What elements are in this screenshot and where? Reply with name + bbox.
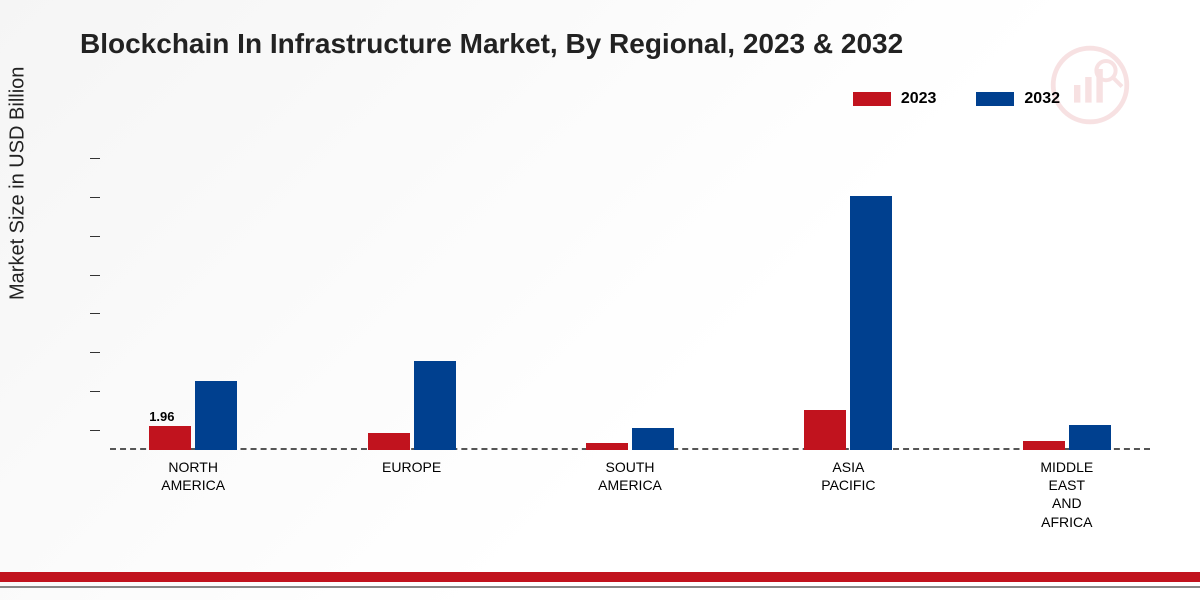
y-tick	[90, 197, 100, 198]
x-axis-labels: NORTH AMERICA EUROPE SOUTH AMERICA ASIA PAC…	[110, 458, 1150, 538]
y-axis-label: Market Size in USD Billion	[7, 67, 30, 300]
footer-bar	[0, 572, 1200, 582]
bar-group	[1023, 425, 1111, 450]
y-tick	[90, 275, 100, 276]
footer-divider	[0, 586, 1200, 588]
x-axis-category-label: EUROPE	[382, 458, 441, 476]
bar	[195, 381, 237, 450]
legend: 2023 2032	[853, 90, 1060, 108]
bar	[586, 443, 628, 450]
legend-item-2023: 2023	[853, 90, 937, 108]
bars-container: 1.96	[110, 140, 1150, 450]
bar	[804, 410, 846, 450]
watermark-logo-icon	[1050, 45, 1130, 125]
bar-group	[804, 196, 892, 450]
bar	[414, 361, 456, 450]
legend-label-2023: 2023	[901, 90, 937, 108]
y-tick	[90, 430, 100, 431]
bar-group: 1.96	[149, 381, 237, 450]
bar: 1.96	[149, 426, 191, 450]
legend-item-2032: 2032	[976, 90, 1060, 108]
bar	[1069, 425, 1111, 450]
x-axis-category-label: NORTH AMERICA	[161, 458, 225, 494]
bar	[632, 428, 674, 450]
y-tick	[90, 236, 100, 237]
chart-title: Blockchain In Infrastructure Market, By …	[80, 28, 903, 60]
y-tick	[90, 352, 100, 353]
bar-value-label: 1.96	[149, 409, 174, 426]
x-axis-category-label: SOUTH AMERICA	[598, 458, 662, 494]
bar-group	[368, 361, 456, 450]
y-tick	[90, 391, 100, 392]
y-ticks	[90, 140, 110, 450]
legend-label-2032: 2032	[1024, 90, 1060, 108]
y-tick	[90, 313, 100, 314]
legend-swatch-2023	[853, 92, 891, 106]
x-axis-category-label: ASIA PACIFIC	[821, 458, 875, 494]
bar	[1023, 441, 1065, 450]
x-axis-category-label: MIDDLE EAST AND AFRICA	[1040, 458, 1093, 531]
bar-group	[586, 428, 674, 450]
bar	[368, 433, 410, 450]
legend-swatch-2032	[976, 92, 1014, 106]
plot-area: 1.96	[90, 140, 1150, 450]
bar	[850, 196, 892, 450]
y-tick	[90, 158, 100, 159]
